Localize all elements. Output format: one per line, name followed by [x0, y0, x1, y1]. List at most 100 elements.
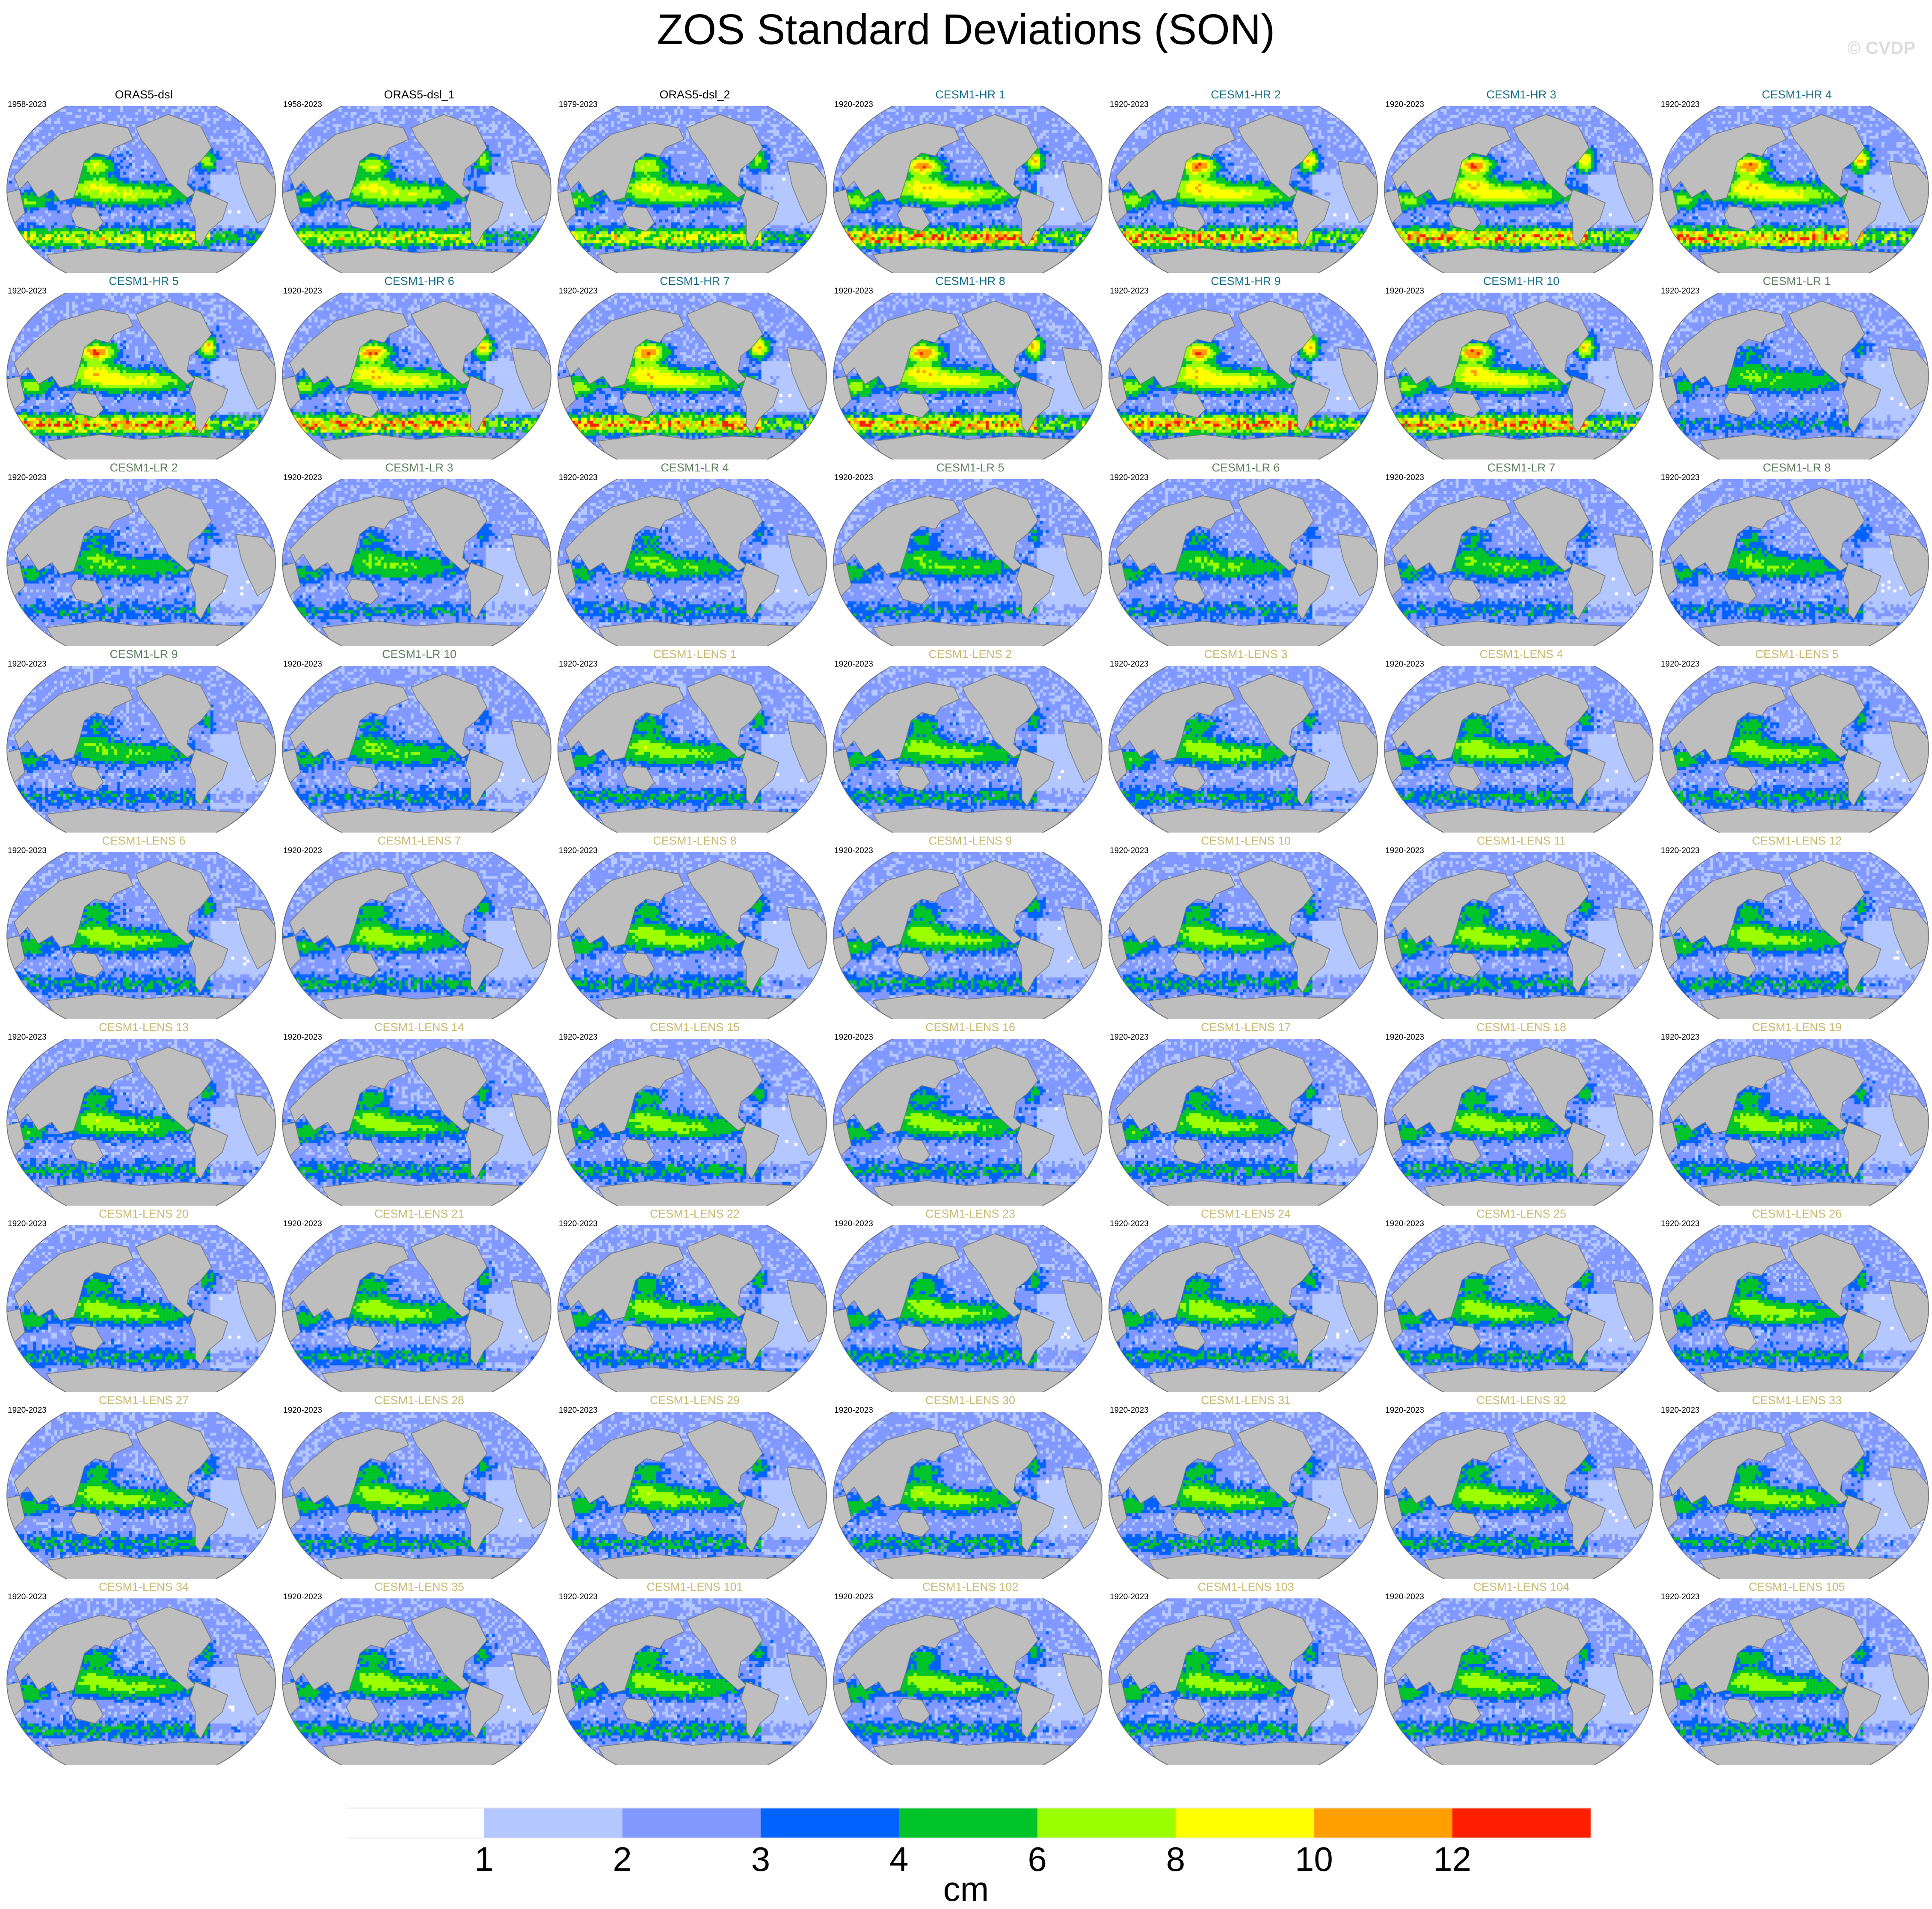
panel-label: CESM1-LENS 103 — [1197, 1580, 1294, 1593]
map-panel: CESM1-LENS 14 1920-2023 — [282, 1021, 557, 1220]
colorbar-swatch — [1452, 1808, 1591, 1838]
map-panel: CESM1-HR 3 1920-2023 — [1384, 88, 1659, 288]
map-panel: CESM1-LENS 8 1920-2023 — [557, 834, 833, 1034]
panel-label: CESM1-LENS 15 — [649, 1021, 740, 1034]
sea-level-std-map — [833, 1039, 1103, 1206]
colorbar-units: cm — [943, 1870, 989, 1908]
colorbar-swatch — [760, 1808, 899, 1838]
map-panel: CESM1-HR 1 1920-2023 — [833, 88, 1108, 288]
sea-level-std-map — [1659, 1412, 1929, 1579]
sea-level-std-map — [557, 106, 827, 273]
colorbar-tick-label: 2 — [613, 1840, 632, 1878]
map-panel: CESM1-LENS 30 1920-2023 — [833, 1394, 1108, 1593]
sea-level-std-map — [1384, 666, 1654, 833]
sea-level-std-map — [833, 106, 1103, 273]
colorbar-tick-label: 6 — [1028, 1840, 1047, 1878]
panel-label: CESM1-LENS 10 — [1200, 834, 1291, 847]
panel-label: CESM1-LENS 23 — [925, 1207, 1016, 1220]
map-panel: CESM1-LENS 28 1920-2023 — [282, 1394, 557, 1593]
panel-label: CESM1-LENS 19 — [1751, 1021, 1842, 1034]
map-panel: CESM1-LR 1 1920-2023 — [1659, 275, 1932, 474]
sea-level-std-map — [1108, 1412, 1378, 1579]
map-panel: CESM1-LENS 31 1920-2023 — [1108, 1394, 1384, 1593]
panel-label: CESM1-HR 7 — [660, 275, 730, 288]
panel-label: CESM1-LR 1 — [1763, 275, 1831, 288]
panel-label: CESM1-HR 5 — [109, 275, 179, 288]
sea-level-std-map — [1384, 1225, 1654, 1392]
map-panel: CESM1-HR 2 1920-2023 — [1108, 88, 1384, 288]
sea-level-std-map — [1108, 1598, 1378, 1765]
panel-label: CESM1-LR 8 — [1763, 461, 1831, 474]
map-panel: CESM1-LENS 9 1920-2023 — [833, 834, 1108, 1034]
panel-label: CESM1-LENS 6 — [102, 834, 186, 847]
panel-label: CESM1-LENS 9 — [928, 834, 1012, 847]
panel-label: CESM1-LR 3 — [385, 461, 453, 474]
map-panel: CESM1-LENS 1 1920-2023 — [557, 648, 833, 847]
map-panel: CESM1-LENS 20 1920-2023 — [6, 1207, 282, 1407]
sea-level-std-map — [6, 1039, 276, 1206]
sea-level-std-map — [1108, 852, 1378, 1019]
panel-label: ORAS5-dsl — [115, 88, 173, 101]
sea-level-std-map — [282, 852, 552, 1019]
sea-level-std-map — [1659, 852, 1929, 1019]
panel-label: CESM1-LENS 105 — [1748, 1580, 1845, 1593]
map-panel: CESM1-LENS 10 1920-2023 — [1108, 834, 1384, 1034]
sea-level-std-map — [282, 1412, 552, 1579]
sea-level-std-map — [557, 1039, 827, 1206]
map-panel: CESM1-LENS 26 1920-2023 — [1659, 1207, 1932, 1407]
panel-label: CESM1-LR 9 — [110, 648, 178, 661]
colorbar-swatch — [1314, 1808, 1452, 1838]
sea-level-std-map — [557, 1225, 827, 1392]
sea-level-std-map — [1384, 1039, 1654, 1206]
map-panel: CESM1-HR 10 1920-2023 — [1384, 275, 1659, 474]
sea-level-std-map — [6, 293, 276, 459]
panel-label: CESM1-LENS 1 — [653, 648, 737, 661]
sea-level-std-map — [557, 852, 827, 1019]
map-panel: CESM1-HR 8 1920-2023 — [833, 275, 1108, 474]
map-panel: ORAS5-dsl 1958-2023 — [6, 88, 282, 288]
panel-label: CESM1-HR 1 — [935, 88, 1005, 101]
map-panel: CESM1-LENS 5 1920-2023 — [1659, 648, 1932, 847]
sea-level-std-map — [1384, 1412, 1654, 1579]
sea-level-std-map — [1384, 479, 1654, 646]
panel-label: CESM1-LENS 32 — [1476, 1394, 1567, 1407]
sea-level-std-map — [282, 1225, 552, 1392]
panel-label: CESM1-LENS 17 — [1200, 1021, 1291, 1034]
panel-label: CESM1-LENS 12 — [1751, 834, 1842, 847]
panel-label: CESM1-LR 10 — [382, 648, 457, 661]
panel-label: CESM1-LENS 3 — [1204, 648, 1288, 661]
map-panel: CESM1-LENS 4 1920-2023 — [1384, 648, 1659, 847]
map-panel: ORAS5-dsl_2 1979-2023 — [557, 88, 833, 288]
sea-level-std-map — [833, 852, 1103, 1019]
panel-label: CESM1-LENS 5 — [1755, 648, 1839, 661]
map-panel: CESM1-LENS 12 1920-2023 — [1659, 834, 1932, 1034]
map-panel: CESM1-HR 5 1920-2023 — [6, 275, 282, 474]
sea-level-std-map — [1384, 293, 1654, 459]
colorbar — [346, 1808, 1591, 1838]
sea-level-std-map — [6, 852, 276, 1019]
colorbar-tick-label: 10 — [1295, 1840, 1333, 1878]
panel-label: CESM1-LENS 14 — [374, 1021, 465, 1034]
sea-level-std-map — [557, 1412, 827, 1579]
panel-label: CESM1-HR 9 — [1211, 275, 1281, 288]
sea-level-std-map — [6, 1412, 276, 1579]
sea-level-std-map — [1659, 1039, 1929, 1206]
panel-label: CESM1-LR 5 — [936, 461, 1005, 474]
sea-level-std-map — [282, 479, 552, 646]
cvdp-watermark: © CVDP — [1847, 38, 1916, 58]
colorbar-swatch — [1037, 1808, 1176, 1838]
panel-label: CESM1-LENS 27 — [98, 1394, 189, 1407]
panel-label: CESM1-HR 10 — [1483, 275, 1560, 288]
sea-level-std-map — [1108, 293, 1378, 459]
map-panel: CESM1-LR 6 1920-2023 — [1108, 461, 1384, 661]
panel-label: CESM1-LENS 11 — [1476, 834, 1566, 847]
map-panel: CESM1-LENS 102 1920-2023 — [833, 1580, 1108, 1780]
panel-label: CESM1-LR 4 — [661, 461, 729, 474]
map-panel: CESM1-HR 9 1920-2023 — [1108, 275, 1384, 474]
panel-label: CESM1-HR 6 — [384, 275, 454, 288]
map-panel: CESM1-LR 2 1920-2023 — [6, 461, 282, 661]
map-panel: CESM1-LENS 34 1920-2023 — [6, 1580, 282, 1780]
colorbar-tick-label: 4 — [889, 1840, 909, 1878]
panel-label: CESM1-LENS 35 — [374, 1580, 465, 1593]
map-panel: CESM1-LR 7 1920-2023 — [1384, 461, 1659, 661]
